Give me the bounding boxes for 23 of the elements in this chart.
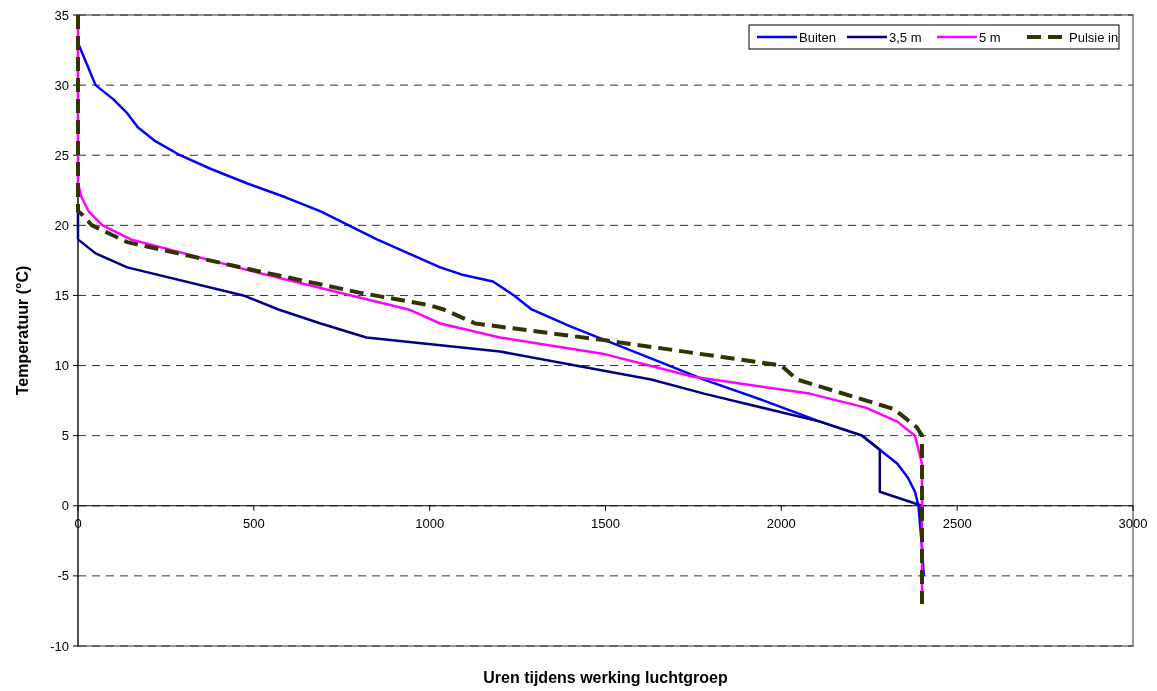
legend-label: Buiten xyxy=(799,29,836,45)
legend-label: 3,5 m xyxy=(889,29,922,45)
x-axis-title: Uren tijdens werking luchtgroep xyxy=(483,669,728,686)
x-tick-label: 1500 xyxy=(591,515,620,531)
y-tick-label: 10 xyxy=(54,358,69,374)
x-tick-label: 2000 xyxy=(766,515,796,531)
x-tick-label: 3000 xyxy=(1118,515,1148,531)
y-tick-label: 5 xyxy=(61,428,69,444)
y-tick-label: -5 xyxy=(57,568,69,584)
y-tick-label: 25 xyxy=(54,147,69,163)
x-tick-label: 2500 xyxy=(942,515,972,531)
y-tick-label: 35 xyxy=(54,7,69,23)
legend-label: 5 m xyxy=(979,29,1001,45)
y-tick-label: 30 xyxy=(54,77,69,93)
y-tick-label: -10 xyxy=(50,638,69,654)
x-tick-label: 1000 xyxy=(415,515,445,531)
y-tick-label: 15 xyxy=(54,287,69,303)
x-tick-label: 500 xyxy=(242,515,265,531)
y-axis-title: Temperatuur (°C) xyxy=(14,265,31,396)
legend-label: Pulsie in xyxy=(1069,29,1119,45)
y-tick-label: 0 xyxy=(61,498,69,514)
line-series xyxy=(76,210,924,508)
y-tick-label: 20 xyxy=(54,217,69,233)
